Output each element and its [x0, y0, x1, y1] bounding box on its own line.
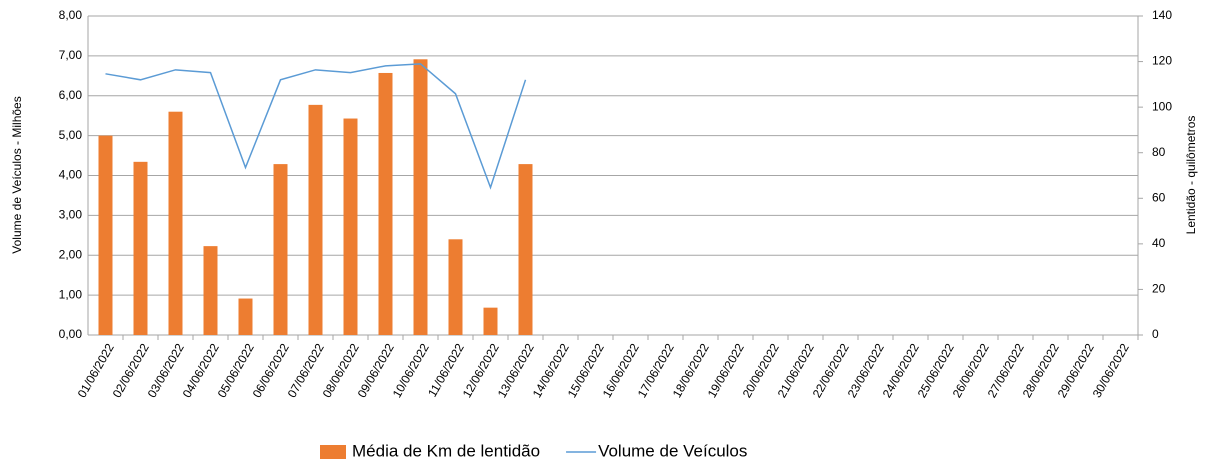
y-tick-label: 0,00	[59, 327, 83, 341]
bar	[133, 161, 148, 335]
bar	[483, 307, 498, 335]
bar	[448, 239, 463, 335]
legend-swatch	[320, 445, 346, 459]
bar	[273, 164, 288, 335]
y2-tick-label: 60	[1152, 190, 1166, 204]
y-tick-label: 2,00	[59, 247, 83, 261]
y-axis-title: Volume de Veículos - Milhões	[10, 96, 24, 253]
y-tick-label: 1,00	[59, 287, 83, 301]
bar	[343, 118, 358, 336]
y2-tick-label: 140	[1152, 8, 1172, 22]
line	[105, 63, 527, 190]
bar	[238, 298, 253, 335]
bar	[378, 72, 393, 335]
y2-tick-label: 0	[1152, 327, 1159, 341]
bar	[98, 135, 113, 335]
bar	[168, 111, 183, 335]
y2-tick-label: 20	[1152, 282, 1166, 296]
bar	[413, 59, 428, 336]
y-tick-label: 4,00	[59, 168, 83, 182]
y2-tick-label: 40	[1152, 236, 1166, 250]
y2-tick-label: 100	[1152, 99, 1172, 113]
bar	[203, 246, 218, 335]
legend-label: Média de Km de lentidão	[352, 441, 540, 460]
y2-tick-label: 120	[1152, 54, 1172, 68]
y-tick-label: 3,00	[59, 208, 83, 222]
bar	[308, 104, 323, 335]
y-tick-label: 6,00	[59, 88, 83, 102]
y2-axis-title: Lentidão - quilômetros	[1184, 116, 1198, 235]
y-tick-label: 5,00	[59, 128, 83, 142]
y-tick-label: 7,00	[59, 48, 83, 62]
x-tick-label: 30/06/2022	[1090, 341, 1132, 400]
y-tick-label: 8,00	[59, 8, 83, 22]
legend-label: Volume de Veículos	[598, 441, 747, 460]
bar	[518, 164, 533, 335]
y2-tick-label: 80	[1152, 145, 1166, 159]
